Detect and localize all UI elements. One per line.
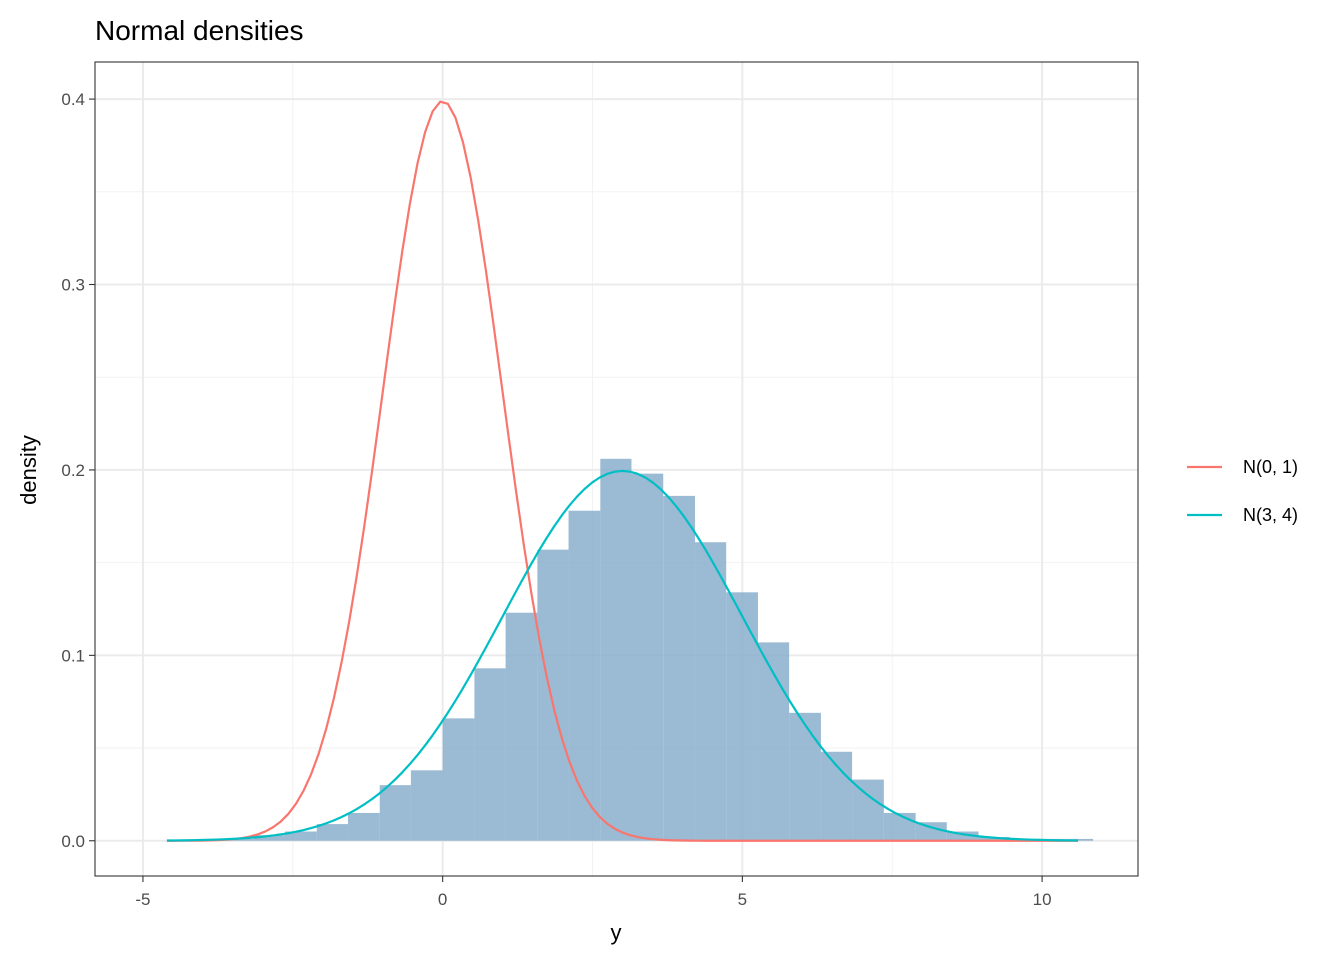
x-tick-label: 0	[438, 890, 447, 909]
y-tick-label: 0.0	[61, 832, 85, 851]
legend-label-1: N(0, 1)	[1243, 457, 1298, 477]
legend-label-2: N(3, 4)	[1243, 505, 1298, 525]
x-axis-title: y	[611, 920, 622, 945]
histogram-bar-8	[474, 668, 506, 841]
chart-title: Normal densities	[95, 15, 304, 46]
legend: N(0, 1) N(3, 4)	[1187, 457, 1298, 525]
density-line-1	[166, 100, 1079, 842]
histogram-bar-20	[852, 779, 884, 841]
density-line-2	[166, 469, 1079, 842]
histogram-bar-0	[222, 838, 254, 841]
histogram-bar-12	[600, 458, 632, 841]
panel-border	[94, 61, 1139, 877]
y-axis-title: density	[16, 435, 41, 505]
histogram-bar-13	[631, 473, 664, 841]
histogram-bar-15	[695, 542, 727, 841]
histogram-bar-11	[568, 510, 601, 841]
histogram-bar-14	[663, 495, 696, 841]
x-tick-label: -5	[135, 890, 150, 909]
y-tick-label: 0.4	[61, 90, 85, 109]
histogram-bar-21	[883, 812, 916, 841]
histogram-bar-6	[410, 770, 443, 841]
histogram-bar-18	[789, 712, 821, 841]
histogram-bar-9	[505, 612, 538, 841]
histogram-bar-2	[285, 831, 317, 841]
histogram-bars	[222, 458, 1094, 841]
y-tick-label: 0.1	[61, 646, 85, 665]
histogram-bar-5	[379, 785, 411, 841]
x-tick-label: 5	[738, 890, 747, 909]
histogram-bar-3	[316, 824, 348, 841]
histogram-bar-10	[537, 549, 569, 841]
x-tick-label: 10	[1033, 890, 1052, 909]
histogram-bar-16	[726, 592, 758, 841]
histogram-bar-22	[915, 822, 947, 841]
y-tick-label: 0.2	[61, 461, 85, 480]
histogram-bar-7	[442, 718, 475, 841]
histogram-bar-4	[347, 812, 380, 841]
histogram-bar-27	[1072, 838, 1094, 841]
density-lines	[166, 100, 1079, 842]
histogram-bar-23	[946, 831, 979, 841]
histogram-bar-24	[978, 837, 1010, 841]
axes: -5 0 5 10 0.0 0.1 0.2 0.3 0.4	[61, 90, 1051, 909]
histogram-bar-1	[253, 835, 286, 841]
y-tick-label: 0.3	[61, 276, 85, 295]
